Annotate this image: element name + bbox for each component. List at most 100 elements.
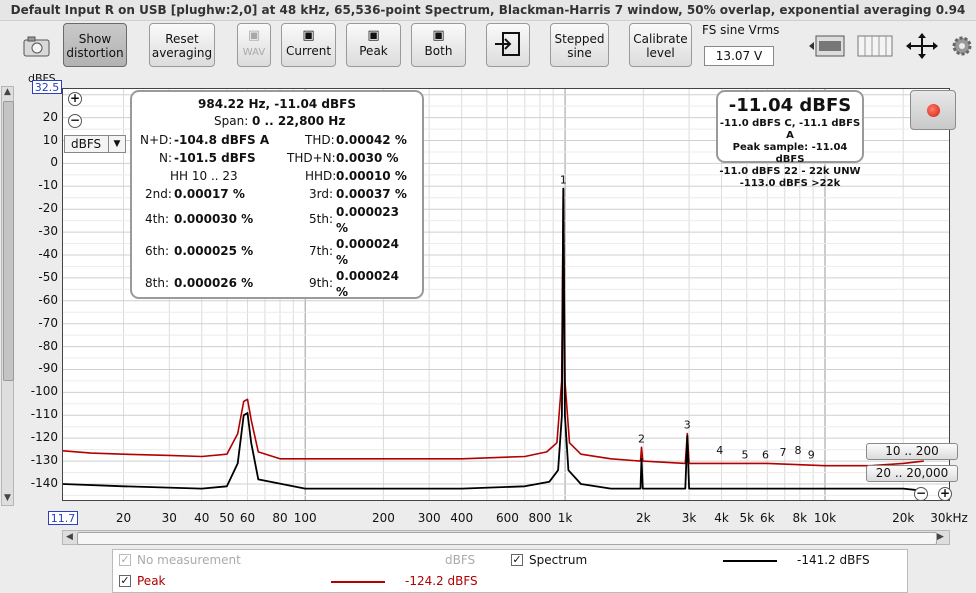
x-tick-label: 300 xyxy=(417,511,441,525)
h6-label: 6th: xyxy=(145,244,169,258)
camera-icon xyxy=(23,36,50,57)
x-tick-label: 100 xyxy=(293,511,317,525)
y-tick-label: -140 xyxy=(30,475,58,490)
gear-icon xyxy=(952,36,972,56)
zoom-out-x-icon[interactable]: − xyxy=(914,486,928,501)
y-tick-label: -40 xyxy=(38,247,58,261)
scroll-right-icon[interactable]: ▶ xyxy=(937,532,944,542)
series-spectrum-line xyxy=(62,187,924,492)
h2-label: 2nd: xyxy=(145,187,172,201)
y-top-value[interactable]: 32.5 xyxy=(32,80,62,94)
peak-checkbox[interactable]: ✓ xyxy=(119,574,131,587)
h3-value: 0.00037 % xyxy=(336,187,407,201)
current-label: Current xyxy=(285,44,332,58)
x-tick-label: 80 xyxy=(272,511,288,525)
y-tick-label: -130 xyxy=(30,453,58,468)
h5-label: 5th: xyxy=(309,212,333,226)
h4-value: 0.000030 % xyxy=(174,212,254,226)
range-10-200-button[interactable]: 10 .. 200 xyxy=(866,443,958,460)
frequency-readout: 984.22 Hz, -11.04 dBFS xyxy=(198,97,356,111)
series-peak-line xyxy=(62,187,924,467)
h2-value: 0.00017 % xyxy=(174,187,245,201)
stepped-sine-button[interactable]: Stepped sine xyxy=(550,23,609,67)
level-line-2: Peak sample: -11.04 dBFS xyxy=(732,142,848,165)
h4-label: 4th: xyxy=(145,212,169,226)
fit-button[interactable] xyxy=(904,32,940,60)
harmonic-label-8: 8 xyxy=(795,444,802,457)
peak-label: Peak xyxy=(359,44,388,58)
thd-value: 0.00042 % xyxy=(336,133,407,147)
h8-label: 8th: xyxy=(145,276,169,290)
input-button[interactable] xyxy=(486,23,530,67)
x-tick-label: 10k xyxy=(813,511,837,525)
layout-button[interactable] xyxy=(808,34,846,58)
layout-icon xyxy=(809,35,845,57)
thdn-value: 0.0030 % xyxy=(336,151,399,165)
vertical-scroll-thumb[interactable] xyxy=(3,101,14,381)
scroll-down-icon[interactable]: ▼ xyxy=(4,493,11,503)
window-title: Default Input R on USB [plughw:2,0] at 4… xyxy=(0,0,976,21)
x-tick-label: 5k xyxy=(739,511,755,525)
harmonic-label-7: 7 xyxy=(779,446,786,459)
h9-label: 9th: xyxy=(309,276,333,290)
y-tick-label: 20 xyxy=(42,109,58,124)
save-icon: ▣ xyxy=(247,28,261,43)
x-tick-label: 3k xyxy=(681,511,697,525)
record-icon xyxy=(927,104,940,117)
vertical-scrollbar[interactable]: ▲ ▼ xyxy=(1,86,14,506)
save-icon: ▣ xyxy=(432,28,445,43)
zoom-in-x-icon[interactable]: + xyxy=(938,486,952,501)
peak-button[interactable]: ▣ Peak xyxy=(346,23,401,67)
record-button[interactable] xyxy=(910,90,956,130)
x-tick-label: 40 xyxy=(194,511,210,525)
legend-panel: ✓ No measurement dBFS ✓ Spectrum -141.2 … xyxy=(112,549,908,593)
show-distortion-button[interactable]: Show distortion xyxy=(63,23,127,67)
y-tick-label: 10 xyxy=(42,132,58,147)
columns-button[interactable] xyxy=(856,34,894,58)
y-tick-label: -110 xyxy=(30,407,58,422)
current-button[interactable]: ▣ Current xyxy=(281,23,336,67)
zoom-out-icon[interactable]: − xyxy=(68,113,82,128)
scroll-up-icon[interactable]: ▲ xyxy=(4,87,11,97)
camera-button[interactable] xyxy=(22,34,52,58)
n-label: N: xyxy=(159,151,173,165)
thdn-label: THD+N: xyxy=(287,151,336,165)
harmonic-label-4: 4 xyxy=(716,444,723,457)
spectrum-checkbox[interactable]: ✓ xyxy=(511,553,523,566)
unit-select-value: dBFS xyxy=(71,137,102,151)
zoom-in-icon[interactable]: + xyxy=(68,91,82,106)
spectrum-swatch xyxy=(723,560,777,562)
spectrum-value: -141.2 dBFS xyxy=(797,553,870,567)
harmonic-label-5: 5 xyxy=(741,448,748,461)
horizontal-scrollbar[interactable]: ◀ ▶ xyxy=(62,530,950,545)
x-left-value[interactable]: 11.7 xyxy=(48,511,78,525)
thd-label: THD: xyxy=(305,133,335,147)
x-tick-label: 6k xyxy=(760,511,775,525)
h7-label: 7th: xyxy=(309,244,333,258)
no-measurement-label: No measurement xyxy=(137,553,241,567)
x-tick-label: 1k xyxy=(557,511,573,525)
x-tick-label: 600 xyxy=(495,511,519,525)
fs-sine-value[interactable]: 13.07 V xyxy=(704,46,774,66)
scroll-left-icon[interactable]: ◀ xyxy=(66,532,73,542)
h7-value: 0.000024 % xyxy=(336,237,400,267)
x-tick-label: 30kHz xyxy=(930,511,968,525)
harmonic-label-9: 9 xyxy=(808,448,815,461)
x-tick-label: 2k xyxy=(636,511,651,525)
wav-button[interactable]: ▣ WAV xyxy=(237,23,271,67)
no-measurement-checkbox[interactable]: ✓ xyxy=(119,553,131,566)
h6-value: 0.000025 % xyxy=(174,244,254,258)
horizontal-scroll-thumb[interactable] xyxy=(77,532,937,545)
y-tick-label: -20 xyxy=(38,201,58,216)
x-tick-label: 800 xyxy=(528,511,552,525)
peak-legend-value: -124.2 dBFS xyxy=(405,574,478,588)
harmonic-label-3: 3 xyxy=(684,419,691,432)
range-20-20000-button[interactable]: 20 .. 20,000 xyxy=(866,465,958,482)
both-button[interactable]: ▣ Both xyxy=(411,23,466,67)
peak-swatch xyxy=(331,581,385,583)
reset-averaging-button[interactable]: Reset averaging xyxy=(149,23,215,67)
calibrate-level-button[interactable]: Calibrate level xyxy=(629,23,692,67)
level-line-1: -11.0 dBFS C, -11.1 dBFS A xyxy=(719,118,861,141)
unit-select[interactable]: dBFS ▼ xyxy=(64,135,126,153)
settings-button[interactable] xyxy=(950,33,974,59)
